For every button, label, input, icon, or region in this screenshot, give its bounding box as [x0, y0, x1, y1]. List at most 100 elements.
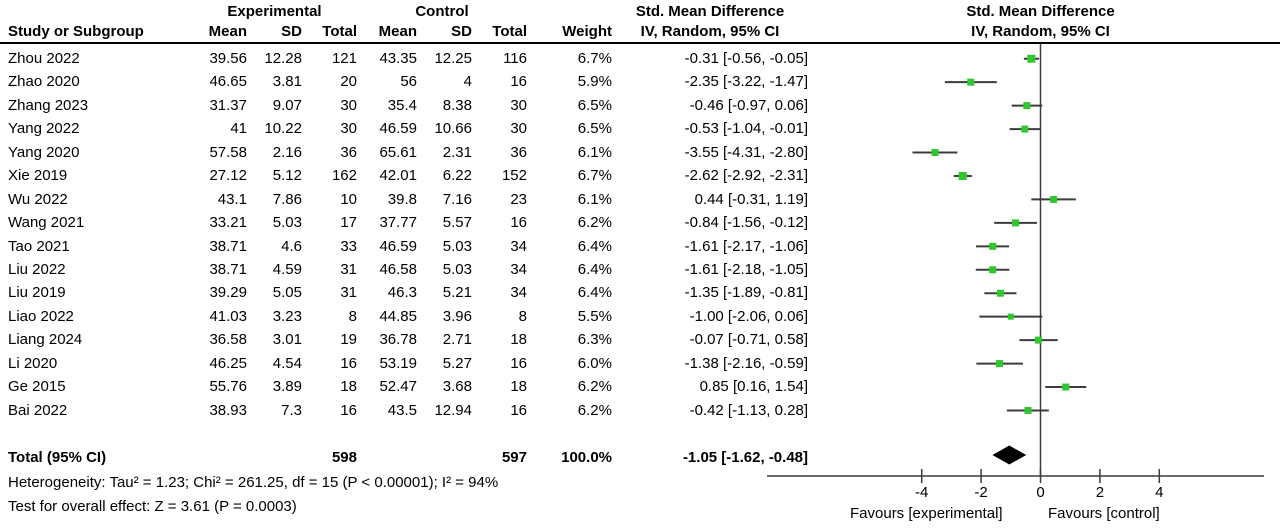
header-ctrl-sd: SD — [451, 23, 472, 40]
exp-mean-value: 41 — [230, 120, 247, 138]
heterogeneity-text: Heterogeneity: Tau² = 1.23; Chi² = 261.2… — [8, 474, 499, 491]
ci-text-value: -3.55 [-4.31, -2.80] — [684, 143, 808, 161]
exp-total-value: 10 — [340, 190, 357, 208]
study-name: Yang 2022 — [8, 120, 80, 138]
exp-sd-value: 7.3 — [281, 401, 302, 419]
ci-text-value: -0.42 [-1.13, 0.28] — [689, 401, 808, 419]
axis-tick-label: 4 — [1155, 484, 1164, 501]
header-exp-sd: SD — [281, 23, 302, 40]
ctrl-sd-value: 3.68 — [442, 378, 472, 396]
ctrl-sd-value: 5.57 — [442, 214, 472, 232]
point-estimate-marker — [1007, 313, 1014, 320]
exp-sd-value: 7.86 — [272, 190, 302, 208]
exp-sd-value: 5.03 — [272, 214, 302, 232]
exp-mean-value: 33.21 — [209, 214, 247, 232]
ci-text-value: -2.62 [-2.92, -2.31] — [684, 167, 808, 185]
header-experimental: Experimental — [227, 3, 322, 20]
exp-total-value: 33 — [340, 237, 357, 255]
exp-sd-value: 3.89 — [272, 378, 302, 396]
table-row: Liao 2022 41.03 3.23 8 44.85 3.96 8 5.5%… — [0, 305, 812, 328]
ctrl-sd-value: 2.71 — [442, 331, 472, 349]
ctrl-sd-value: 5.03 — [442, 237, 472, 255]
table-row: Zhou 2022 39.56 12.28 121 43.35 12.25 11… — [0, 47, 812, 70]
total-ctrl-total: 597 — [501, 449, 527, 466]
weight-value: 6.2% — [577, 401, 612, 419]
study-name: Zhao 2020 — [8, 73, 80, 91]
ctrl-total-value: 36 — [510, 143, 527, 161]
ctrl-mean-value: 65.61 — [379, 143, 417, 161]
ctrl-total-value: 16 — [510, 354, 527, 372]
overall-effect-text: Test for overall effect: Z = 3.61 (P = 0… — [8, 498, 297, 515]
ctrl-total-value: 152 — [501, 167, 527, 185]
pooled-effect-diamond — [992, 445, 1027, 465]
ctrl-total-value: 34 — [510, 260, 527, 278]
weight-value: 6.2% — [577, 378, 612, 396]
weight-value: 6.1% — [577, 190, 612, 208]
ci-text-value: -0.31 [-0.56, -0.05] — [684, 50, 808, 67]
exp-mean-value: 36.58 — [209, 331, 247, 349]
exp-total-value: 17 — [340, 214, 357, 232]
ctrl-total-value: 18 — [510, 331, 527, 349]
ctrl-total-value: 23 — [510, 190, 527, 208]
weight-value: 6.4% — [577, 284, 612, 302]
point-estimate-marker — [931, 149, 939, 157]
ctrl-sd-value: 5.21 — [442, 284, 472, 302]
exp-sd-value: 4.6 — [281, 237, 302, 255]
ctrl-total-value: 16 — [510, 401, 527, 419]
point-estimate-marker — [1023, 102, 1031, 110]
exp-total-value: 121 — [331, 50, 357, 67]
exp-mean-value: 39.29 — [209, 284, 247, 302]
exp-total-value: 8 — [348, 307, 357, 325]
ctrl-sd-value: 5.27 — [442, 354, 472, 372]
ctrl-total-value: 18 — [510, 378, 527, 396]
weight-value: 6.2% — [577, 214, 612, 232]
exp-total-value: 19 — [340, 331, 357, 349]
ctrl-sd-value: 2.31 — [442, 143, 472, 161]
ctrl-sd-value: 3.96 — [442, 307, 472, 325]
header-smd-left-line1: Std. Mean Difference — [635, 3, 785, 20]
exp-mean-value: 43.1 — [217, 190, 247, 208]
exp-mean-value: 38.93 — [209, 401, 247, 419]
study-name: Bai 2022 — [8, 401, 68, 419]
ci-text-value: -1.35 [-1.89, -0.81] — [684, 284, 808, 302]
study-name: Liang 2024 — [8, 331, 83, 349]
exp-sd-value: 5.05 — [272, 284, 302, 302]
ctrl-mean-value: 35.4 — [387, 96, 417, 114]
table-row: Liang 2024 36.58 3.01 19 36.78 2.71 18 6… — [0, 328, 812, 351]
exp-total-value: 162 — [331, 167, 357, 185]
table-row: Yang 2020 57.58 2.16 36 65.61 2.31 36 6.… — [0, 141, 812, 164]
ctrl-total-value: 8 — [518, 307, 527, 325]
weight-value: 6.5% — [577, 96, 612, 114]
header-ctrl-mean: Mean — [378, 23, 417, 40]
exp-total-value: 16 — [340, 354, 357, 372]
ci-text-value: -1.61 [-2.18, -1.05] — [684, 260, 808, 278]
study-name: Yang 2020 — [8, 143, 80, 161]
exp-sd-value: 12.28 — [264, 50, 302, 67]
exp-mean-value: 38.71 — [209, 260, 247, 278]
point-estimate-marker — [1024, 406, 1032, 414]
exp-total-value: 31 — [340, 260, 357, 278]
ci-text-value: -0.84 [-1.56, -0.12] — [684, 214, 808, 232]
header-divider-rule — [0, 42, 1280, 44]
ctrl-mean-value: 46.59 — [379, 120, 417, 138]
exp-total-value: 30 — [340, 96, 357, 114]
table-row: Tao 2021 38.71 4.6 33 46.59 5.03 34 6.4%… — [0, 235, 812, 258]
point-estimate-marker — [967, 78, 975, 86]
exp-mean-value: 46.25 — [209, 354, 247, 372]
ctrl-mean-value: 56 — [400, 73, 417, 91]
weight-value: 6.4% — [577, 260, 612, 278]
axis-tick-label: -2 — [974, 484, 988, 501]
table-header-groups: Experimental Control Std. Mean Differenc… — [0, 2, 812, 22]
point-estimate-marker — [989, 242, 997, 250]
table-row: Yang 2022 41 10.22 30 46.59 10.66 30 6.5… — [0, 117, 812, 140]
study-name: Liu 2022 — [8, 260, 66, 278]
exp-mean-value: 57.58 — [209, 143, 247, 161]
axis-tick-label: 0 — [1036, 484, 1045, 501]
ctrl-sd-value: 8.38 — [442, 96, 472, 114]
ctrl-sd-value: 7.16 — [442, 190, 472, 208]
ci-text-value: -0.07 [-0.71, 0.58] — [689, 331, 808, 349]
favours-experimental-label: Favours [experimental] — [850, 505, 1003, 522]
ctrl-mean-value: 43.35 — [379, 50, 417, 67]
total-label: Total (95% CI) — [8, 449, 107, 466]
ci-text-value: 0.85 [0.16, 1.54] — [699, 378, 808, 396]
